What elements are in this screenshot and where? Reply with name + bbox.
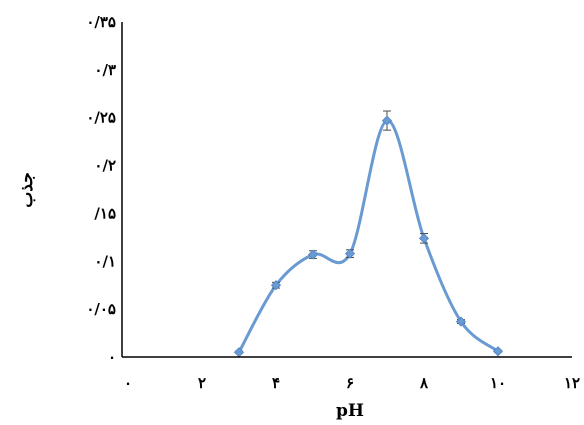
data-point <box>492 346 504 357</box>
y-tick-label: ۰/۳ <box>94 61 116 79</box>
x-axis-title: pH <box>336 401 364 421</box>
y-tick-label: ۰ <box>108 348 116 366</box>
y-tick-label: ۰/۲ <box>94 157 116 175</box>
y-tick-label: ۰/۱ <box>94 252 116 270</box>
y-tick-label: /۱۵ <box>94 204 116 222</box>
x-tick-labels: ۰ ۲ ۴ ۶ ۸ ۱۰ ۱۲ <box>124 374 580 392</box>
x-tick-label: ۱۰ <box>490 374 506 392</box>
x-tick-label: ۰ <box>124 374 132 392</box>
x-tick-label: ۸ <box>419 374 429 392</box>
x-tick-label: ۶ <box>346 374 354 392</box>
data-point <box>381 115 393 126</box>
x-tick-label: ۱۲ <box>564 374 580 392</box>
y-tick-label: ۰/۳۵ <box>86 13 116 31</box>
y-tick-label: ۰/۰۵ <box>86 300 116 318</box>
plot-area <box>233 110 504 358</box>
data-point <box>455 316 467 327</box>
data-point <box>307 249 319 260</box>
y-tick-labels: ۰ ۰/۰۵ ۰/۱/۱۵ ۰/۲ ۰/۲۵ ۰/۳ ۰/۳۵ <box>86 13 116 366</box>
x-tick-label: ۲ <box>198 374 206 392</box>
y-tick-label: ۰/۲۵ <box>86 109 116 127</box>
x-tick-label: ۴ <box>272 374 280 392</box>
data-point <box>270 280 282 291</box>
data-point <box>418 233 430 244</box>
data-point <box>344 248 356 259</box>
y-axis-title: جذب <box>17 172 37 207</box>
series-line <box>237 119 500 354</box>
